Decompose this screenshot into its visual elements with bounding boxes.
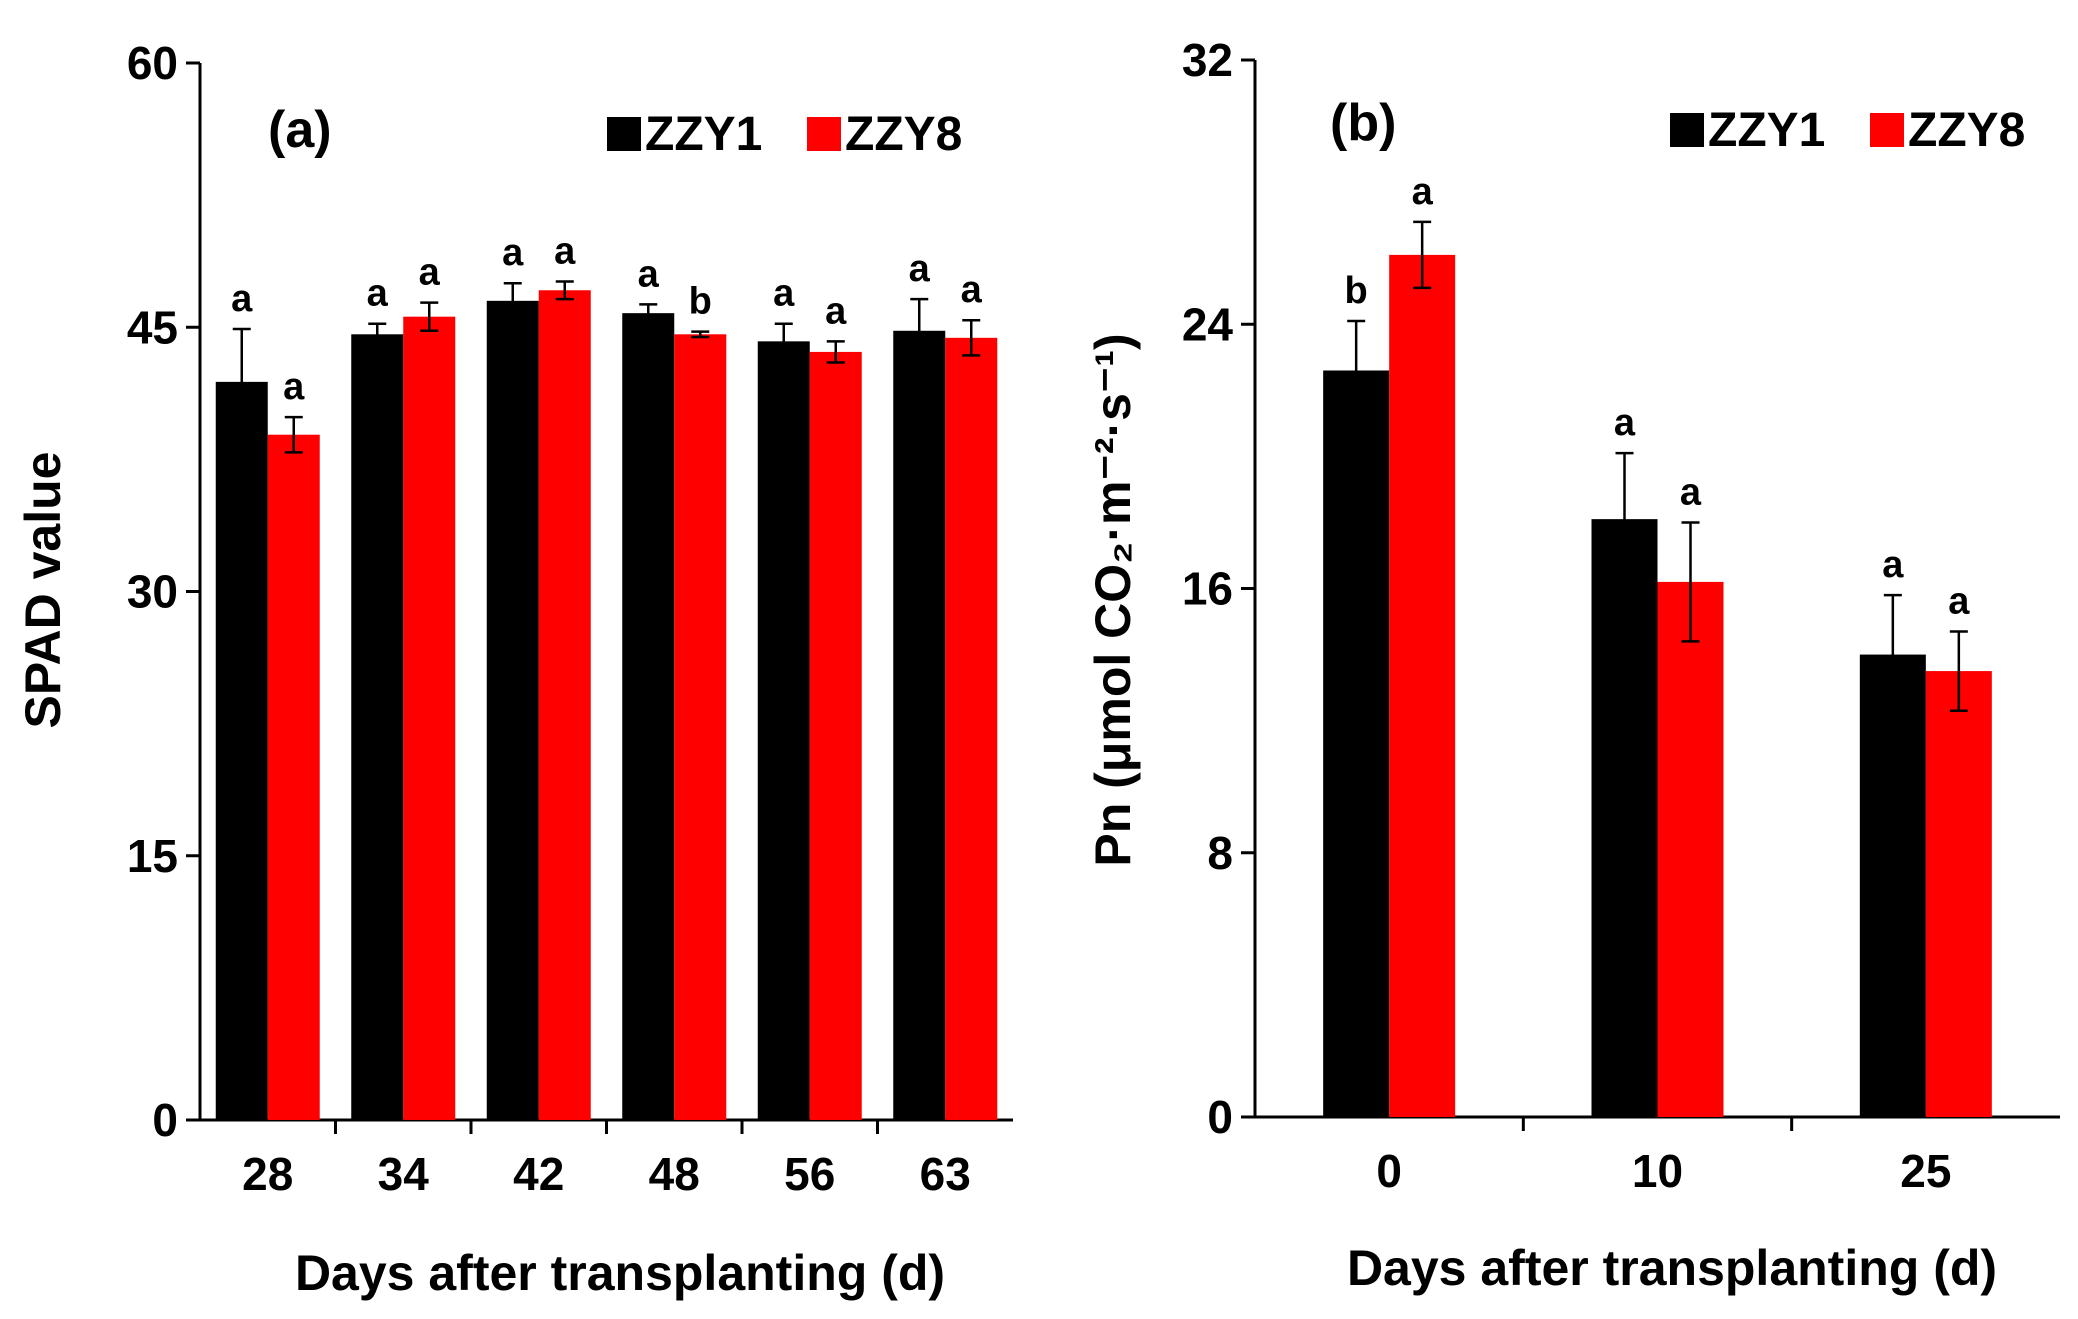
panel-a-bar-zzy8 <box>538 290 591 1120</box>
panel-b-bar-zzy1 <box>1323 370 1390 1117</box>
panel-a-significance-letter: a <box>502 232 524 274</box>
panel-b-legend-swatch-zzy1 <box>1670 113 1704 147</box>
panel-b-y-title: Pn (μmol CO₂·m⁻²·s⁻¹) <box>1085 333 1141 866</box>
panel-a-x-tick-label: 56 <box>784 1148 835 1200</box>
panel-a-significance-letter: a <box>909 248 931 290</box>
panel-a-legend-swatch-zzy1 <box>607 117 641 151</box>
panel-a-significance-letter: a <box>638 253 660 295</box>
panel-a-legend-label-zzy8: ZZY8 <box>845 108 962 161</box>
panel-a-significance-letter: a <box>825 290 847 332</box>
panel-b-y-tick-label: 24 <box>1182 298 1234 350</box>
panel-a: (a) SPAD value Days after transplanting … <box>15 101 962 1301</box>
panel-b-significance-letter: a <box>1614 402 1636 444</box>
panel-a-legend-label-zzy1: ZZY1 <box>645 108 762 161</box>
panel-a-bar-zzy1 <box>893 330 946 1121</box>
panel-a-label: (a) <box>268 101 332 159</box>
panel-b-bar-zzy8 <box>1925 671 1992 1117</box>
panel-b-y-tick-label: 16 <box>1182 563 1233 615</box>
panel-a-significance-letter: a <box>367 273 389 315</box>
panel-b-legend-label-zzy8: ZZY8 <box>1908 104 2025 157</box>
panel-b-significance-letter: a <box>1882 544 1904 586</box>
panel-b-significance-letter: a <box>1412 171 1434 213</box>
panel-a-x-title: Days after transplanting (d) <box>295 1245 945 1301</box>
panel-b-bar-zzy1 <box>1859 654 1926 1117</box>
panel-b-significance-letter: b <box>1345 270 1368 312</box>
panel-b-bar-zzy1 <box>1591 519 1658 1117</box>
panel-a-significance-letter: b <box>689 281 712 323</box>
panel-b-x-title: Days after transplanting (d) <box>1347 1240 1997 1296</box>
panel-b-legend-label-zzy1: ZZY1 <box>1708 104 1825 157</box>
panel-a-significance-letter: a <box>283 366 305 408</box>
panel-a-bar-zzy8 <box>809 351 862 1120</box>
panel-a-x-tick-label: 48 <box>649 1148 700 1200</box>
panel-a-x-tick-label: 42 <box>513 1148 564 1200</box>
panel-b-label: (b) <box>1330 94 1396 152</box>
panel-a-legend-swatch-zzy8 <box>807 117 841 151</box>
panel-b-x-tick-label: 25 <box>1900 1145 1951 1197</box>
panel-a-bar-zzy1 <box>757 341 810 1120</box>
panel-a-x-tick-label: 28 <box>242 1148 293 1200</box>
panel-a-bar-zzy8 <box>674 334 727 1121</box>
panel-b-legend-swatch-zzy8 <box>1870 113 1904 147</box>
panel-a-y-tick-label: 60 <box>127 37 178 89</box>
panel-a-x-tick-label: 34 <box>378 1148 430 1200</box>
panel-b-y-tick-label: 32 <box>1182 34 1233 86</box>
panel-a-bar-zzy1 <box>486 300 539 1120</box>
panel-b-x-tick-label: 0 <box>1376 1145 1402 1197</box>
panel-a-significance-letter: a <box>961 269 983 311</box>
panel-a-y-title: SPAD value <box>15 452 71 729</box>
panel-a-significance-letter: a <box>554 230 576 272</box>
panel-b-y-tick-label: 8 <box>1207 827 1233 879</box>
panel-b: (b) Pn (μmol CO₂·m⁻²·s⁻¹) Days after tra… <box>1085 94 2025 1296</box>
panel-a-significance-letter: a <box>231 278 253 320</box>
panel-a-x-tick-label: 63 <box>920 1148 971 1200</box>
panel-a-y-tick-label: 45 <box>127 301 178 353</box>
panel-a-bar-zzy1 <box>622 313 675 1120</box>
panel-b-significance-letter: a <box>1948 580 1970 622</box>
panel-a-y-tick-label: 0 <box>152 1094 178 1146</box>
panel-a-bar-zzy8 <box>403 316 456 1120</box>
panel-b-bar-zzy8 <box>1657 581 1724 1117</box>
panel-b-x-tick-label: 10 <box>1632 1145 1683 1197</box>
panel-a-bar-zzy8 <box>267 434 320 1120</box>
panel-b-marks: 0 8 16 24 32 0 b a 10 a a 25 a a <box>1182 34 2060 1197</box>
panel-b-significance-letter: a <box>1680 471 1702 513</box>
panel-b-bar-zzy8 <box>1389 254 1456 1117</box>
panel-a-y-tick-label: 15 <box>127 830 178 882</box>
panel-a-significance-letter: a <box>773 273 795 315</box>
panel-a-significance-letter: a <box>419 252 441 294</box>
panel-a-y-tick-label: 30 <box>127 566 178 618</box>
panel-a-bar-zzy1 <box>215 381 268 1120</box>
panel-b-y-tick-label: 0 <box>1207 1091 1233 1143</box>
panel-a-bar-zzy8 <box>945 337 998 1120</box>
panel-a-bar-zzy1 <box>351 334 404 1121</box>
